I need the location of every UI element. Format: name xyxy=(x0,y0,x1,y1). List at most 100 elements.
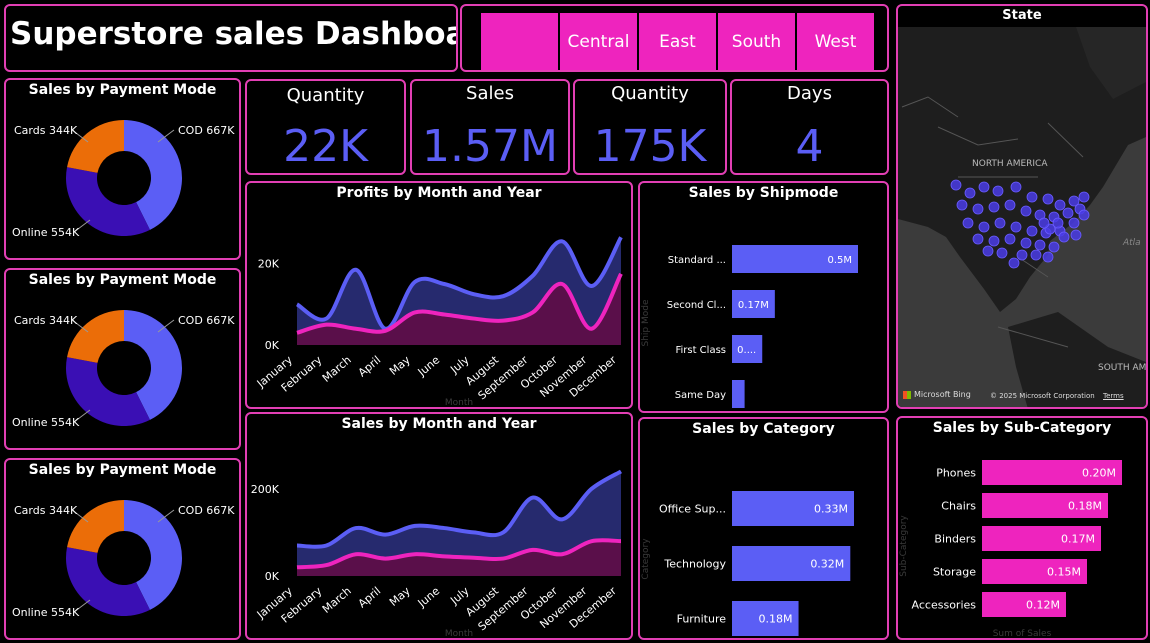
map-dot[interactable] xyxy=(988,201,1000,213)
map-dot[interactable] xyxy=(1026,225,1038,237)
donut-slice-cod[interactable] xyxy=(124,310,182,420)
subcategory-title: Sales by Sub-Category xyxy=(932,420,1112,436)
series-line-1[interactable] xyxy=(295,236,623,331)
map-label-north-america: NORTH AMERICA xyxy=(972,159,1048,169)
map-dot[interactable] xyxy=(1016,249,1028,261)
donut-slice-online[interactable] xyxy=(66,357,150,426)
map-dot[interactable] xyxy=(1004,233,1016,245)
map-dot[interactable] xyxy=(1058,231,1070,243)
map-dot[interactable] xyxy=(1068,217,1080,229)
data-label: 0.17M xyxy=(738,300,769,311)
map-dot[interactable] xyxy=(956,199,968,211)
map-dot[interactable] xyxy=(1054,199,1066,211)
map-dot[interactable] xyxy=(1008,257,1020,269)
map-dot[interactable] xyxy=(994,217,1006,229)
data-label: 0.18M xyxy=(759,613,793,626)
series-line-1[interactable] xyxy=(296,469,623,549)
map-dot[interactable] xyxy=(1042,251,1054,263)
leader-line xyxy=(157,509,175,523)
land-north-america xyxy=(898,27,1146,312)
kpi-card-quantity-1: Quantity 22K xyxy=(245,79,406,175)
bar[interactable] xyxy=(732,335,763,363)
map-dot[interactable] xyxy=(1038,217,1050,229)
map-dot[interactable] xyxy=(950,179,962,191)
map-terms-link[interactable]: Terms xyxy=(1103,392,1124,400)
map-dot[interactable] xyxy=(972,233,984,245)
map-dot[interactable] xyxy=(1026,191,1038,203)
map-dot[interactable] xyxy=(1020,205,1032,217)
map-dot[interactable] xyxy=(1078,191,1090,203)
bar[interactable] xyxy=(732,601,799,636)
x-tick-label: April xyxy=(356,584,384,610)
payment-title-3: Sales by Payment Mode xyxy=(28,462,217,478)
map-dot[interactable] xyxy=(978,221,990,233)
y-axis-title: Ship Mode xyxy=(641,299,651,346)
x-tick-label: May xyxy=(387,353,413,378)
map-dots[interactable] xyxy=(950,179,1090,269)
donut-slice-cod[interactable] xyxy=(124,120,182,230)
kpi-label: Quantity xyxy=(286,85,365,106)
map-dot[interactable] xyxy=(964,187,976,199)
payment-title-1: Sales by Payment Mode xyxy=(28,82,217,98)
donut-slice-cards[interactable] xyxy=(67,310,124,363)
map-dot[interactable] xyxy=(982,245,994,257)
bar[interactable] xyxy=(982,460,1122,485)
subcategory-panel: Sales by Sub-Category Phones 0.20M Chairs 0… xyxy=(896,416,1148,640)
profits-panel: Profits by Month and Year 0K 20K January Fe… xyxy=(245,181,633,409)
category-label: Office Sup... xyxy=(659,503,726,516)
map-dot[interactable] xyxy=(1034,239,1046,251)
map-dot[interactable] xyxy=(1020,237,1032,249)
kpi-card-quantity-2: Quantity 175K xyxy=(573,79,727,175)
donut-slice-cod[interactable] xyxy=(124,500,182,610)
map-dot[interactable] xyxy=(1030,249,1042,261)
bar[interactable] xyxy=(732,491,854,526)
kpi-label: Quantity xyxy=(611,83,689,104)
map-dot[interactable] xyxy=(972,203,984,215)
map-dot[interactable] xyxy=(992,185,1004,197)
donut-slice-online[interactable] xyxy=(66,547,150,616)
bar[interactable] xyxy=(982,493,1108,518)
slicer-item-west[interactable]: West xyxy=(797,13,874,70)
map-dot[interactable] xyxy=(1070,229,1082,241)
slicer-item-east[interactable]: East xyxy=(639,13,716,70)
slicer-item-central[interactable]: Central xyxy=(560,13,637,70)
bar[interactable] xyxy=(982,526,1101,551)
category-label: Binders xyxy=(934,533,976,546)
map-dot[interactable] xyxy=(962,217,974,229)
map-dot[interactable] xyxy=(1010,221,1022,233)
slicer-item-blank[interactable] xyxy=(481,13,558,70)
map-dot[interactable] xyxy=(1052,217,1064,229)
bar[interactable] xyxy=(982,592,1066,617)
map-dot[interactable] xyxy=(1004,199,1016,211)
kpi-value: 4 xyxy=(795,121,824,172)
category-label: Standard ... xyxy=(668,255,726,266)
state-map[interactable]: NORTH AMERICA SOUTH AM Atla xyxy=(898,27,1146,409)
bar[interactable] xyxy=(732,290,775,318)
map-dot[interactable] xyxy=(996,247,1008,259)
sales-month-panel: Sales by Month and Year 0K 200K January Feb… xyxy=(245,412,633,640)
map-dot[interactable] xyxy=(1068,195,1080,207)
series-line-2[interactable] xyxy=(296,272,623,335)
donut-slice-online[interactable] xyxy=(66,167,150,236)
bar[interactable] xyxy=(732,546,851,581)
state-map-panel[interactable]: State NORTH AMERICA SOUTH AM Atla Micros… xyxy=(896,4,1148,409)
map-dot[interactable] xyxy=(978,181,990,193)
map-dot[interactable] xyxy=(1042,193,1054,205)
map-dot[interactable] xyxy=(1010,181,1022,193)
map-dot[interactable] xyxy=(1078,209,1090,221)
map-dot[interactable] xyxy=(1062,207,1074,219)
payment-panel-3: Sales by Payment Mode COD 667K Online 554… xyxy=(4,458,241,640)
bar[interactable] xyxy=(732,245,858,273)
data-label: 0.5M xyxy=(827,255,852,266)
bing-logo xyxy=(903,391,911,399)
map-dot[interactable] xyxy=(1048,241,1060,253)
bar[interactable] xyxy=(732,380,745,408)
slicer-item-south[interactable]: South xyxy=(718,13,795,70)
donut-slice-cards[interactable] xyxy=(67,120,124,173)
bar[interactable] xyxy=(982,559,1087,584)
donut-slice-cards[interactable] xyxy=(67,500,124,553)
map-dot[interactable] xyxy=(988,235,1000,247)
title-panel: Superstore sales Dashboard xyxy=(4,4,458,72)
series-line-2[interactable] xyxy=(296,538,622,570)
